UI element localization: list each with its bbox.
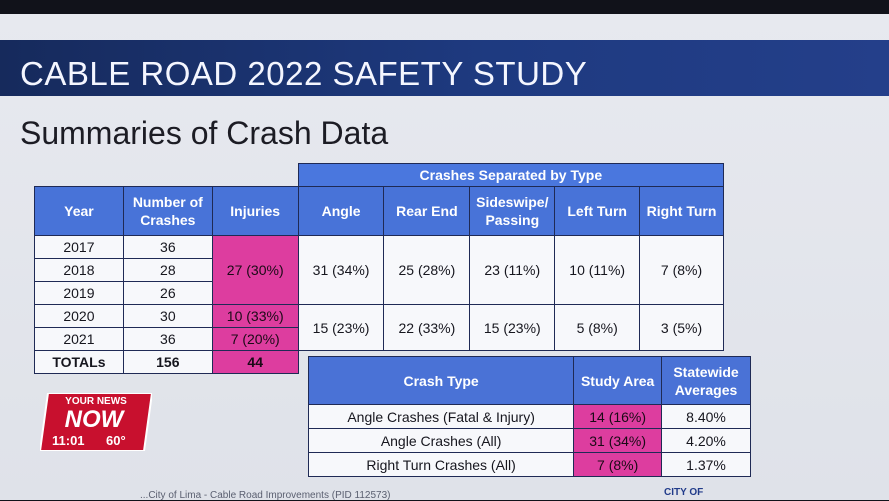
study-area-cell: 14 (16%) — [573, 404, 663, 429]
statewide-cell: 4.20% — [661, 428, 751, 453]
injuries-cell: 27 (30%) — [211, 235, 299, 305]
totals-label: TOTALs — [34, 350, 124, 374]
angle-cell: 31 (34%) — [297, 235, 385, 305]
injuries-cell: 7 (20%) — [211, 327, 299, 351]
header-sideswipe: Sideswipe/ Passing — [469, 186, 556, 236]
sideswipe-cell: 23 (11%) — [469, 235, 556, 305]
crashes-cell: 36 — [122, 327, 213, 351]
header-injuries: Injuries — [211, 186, 299, 236]
rear-end-cell: 22 (33%) — [383, 304, 471, 351]
totals-row: TOTALs 156 44 — [34, 350, 724, 374]
header-angle: Angle — [297, 186, 385, 236]
sideswipe-cell: 15 (23%) — [469, 304, 556, 351]
news-station-logo: YOUR NEWS NOW 11:01 60° — [40, 393, 152, 451]
left-turn-cell: 10 (11%) — [554, 235, 641, 305]
left-turn-cell: 5 (8%) — [554, 304, 641, 351]
statewide-comparison-table: Crash Type Study Area Statewide Averages… — [307, 356, 751, 477]
crash-type-cell: Angle Crashes (All) — [307, 428, 575, 453]
crash-type-cell: Right Turn Crashes (All) — [307, 452, 575, 477]
injuries-cell: 10 (33%) — [211, 304, 299, 328]
title-banner — [0, 40, 889, 96]
crash-type-cell: Angle Crashes (Fatal & Injury) — [307, 404, 575, 429]
header-rear-end: Rear End — [383, 186, 471, 236]
header-study-area: Study Area — [573, 356, 663, 405]
crashes-cell: 28 — [122, 258, 213, 282]
table-row: 2020 30 10 (33%) 15 (23%) 22 (33%) 15 (2… — [34, 304, 724, 351]
angle-cell: 15 (23%) — [297, 304, 385, 351]
header-left-turn: Left Turn — [554, 186, 641, 236]
header-year: Year — [34, 186, 124, 236]
header-statewide-averages: Statewide Averages — [661, 356, 751, 405]
logo-line2: NOW — [65, 406, 126, 433]
news-time: 11:01 — [52, 433, 85, 448]
crashes-cell: 26 — [122, 281, 213, 305]
table-row: 2017 36 27 (30%) 31 (34%) 25 (28%) 23 (1… — [34, 235, 724, 305]
header-crash-type: Crash Type — [307, 356, 575, 405]
table-row: Right Turn Crashes (All) 7 (8%) 1.37% — [307, 452, 751, 477]
header-number-of-crashes: Number of Crashes — [122, 186, 213, 236]
statewide-cell: 1.37% — [661, 452, 751, 477]
table-row: Angle Crashes (Fatal & Injury) 14 (16%) … — [307, 404, 751, 429]
slide-footer: ...City of Lima - Cable Road Improvement… — [140, 490, 391, 501]
year-cell: 2017 — [34, 235, 124, 259]
city-logo-text: CITY OF — [664, 487, 704, 498]
year-cell: 2018 — [34, 258, 124, 282]
study-area-cell: 31 (34%) — [573, 428, 663, 453]
logo-line1: YOUR NEWS — [65, 396, 127, 407]
news-temperature: 60° — [106, 433, 126, 448]
study-area-cell: 7 (8%) — [573, 452, 663, 477]
rear-end-cell: 25 (28%) — [383, 235, 471, 305]
slide-subtitle: Summaries of Crash Data — [20, 115, 389, 151]
year-cell: 2019 — [34, 281, 124, 305]
crash-type-group-header: Crashes Separated by Type — [297, 163, 725, 187]
header-right-turn: Right Turn — [639, 186, 724, 236]
year-cell: 2021 — [34, 327, 124, 351]
table-row: 2018 28 — [34, 258, 724, 282]
crash-summary-table: Crashes Separated by Type Year Number of… — [34, 163, 725, 374]
slide-title: CABLE ROAD 2022 SAFETY STUDY — [20, 55, 588, 92]
table-row: 2019 26 — [34, 281, 724, 305]
totals-injuries: 44 — [211, 350, 299, 374]
right-turn-cell: 3 (5%) — [639, 304, 724, 351]
year-cell: 2020 — [34, 304, 124, 328]
statewide-cell: 8.40% — [661, 404, 751, 429]
right-turn-cell: 7 (8%) — [639, 235, 724, 305]
table-row: Angle Crashes (All) 31 (34%) 4.20% — [307, 428, 751, 453]
crashes-cell: 30 — [122, 304, 213, 328]
crashes-cell: 36 — [122, 235, 213, 259]
totals-crashes: 156 — [122, 350, 213, 374]
logo-background — [40, 393, 152, 451]
